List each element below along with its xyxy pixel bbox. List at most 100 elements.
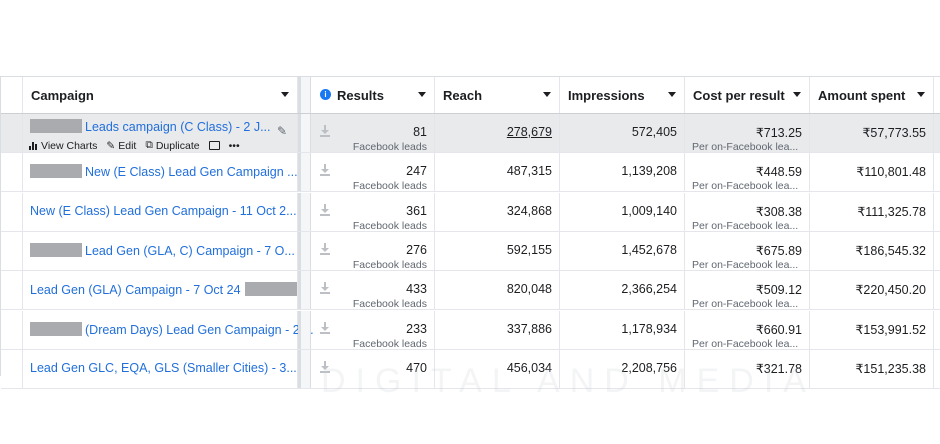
reach-cell: 456,034 (435, 349, 560, 388)
download-icon[interactable] (320, 321, 330, 334)
table-row[interactable]: Lead Gen (GLA) Campaign - 7 Oct 24 433 F… (1, 271, 940, 311)
cost-value: ₹308.38 (755, 204, 802, 219)
info-icon[interactable]: i (320, 89, 331, 100)
campaign-cell: (Dream Days) Lead Gen Campaign - 2 ... (23, 310, 314, 349)
campaign-name-link[interactable]: (Dream Days) Lead Gen Campaign - 2 ... (30, 321, 314, 337)
download-icon[interactable] (320, 360, 330, 373)
row-checkbox-cell[interactable] (1, 271, 23, 310)
sort-caret-icon[interactable] (793, 92, 801, 97)
amount-value: ₹220,450.20 (855, 283, 926, 298)
column-resize-divider[interactable] (298, 310, 311, 349)
pencil-icon[interactable]: ✎ (276, 124, 287, 138)
table-row[interactable]: (Dream Days) Lead Gen Campaign - 2 ... 2… (1, 310, 940, 350)
results-cell: 276 Facebook leads (311, 231, 435, 271)
header-results[interactable]: i Results (311, 77, 435, 113)
row-checkbox-cell[interactable] (1, 114, 23, 152)
header-amount-spent[interactable]: Amount spent (810, 77, 934, 113)
sort-caret-icon[interactable] (917, 92, 925, 97)
download-icon[interactable] (320, 125, 330, 137)
amount-cell: ₹153,991.52 (810, 310, 934, 349)
more-options-button[interactable]: ••• (228, 139, 240, 152)
campaign-name-link[interactable]: Lead Gen (GLA, C) Campaign - 7 O... (30, 242, 295, 258)
impressions-value: 1,139,208 (621, 164, 677, 179)
impressions-value: 2,366,254 (621, 282, 677, 297)
column-resize-divider[interactable] (298, 114, 311, 152)
results-value: 361 (406, 203, 427, 218)
header-impressions[interactable]: Impressions (560, 77, 685, 113)
download-icon[interactable] (320, 282, 330, 295)
header-cost-label: Cost per result (693, 88, 785, 103)
redacted-block (30, 119, 82, 133)
table-row[interactable]: New (E Class) Lead Gen Campaign ... 247 … (1, 153, 940, 193)
amount-value: ₹110,801.48 (856, 165, 926, 180)
column-resize-divider[interactable] (298, 192, 311, 231)
duplicate-button[interactable]: ⧉ Duplicate (145, 139, 199, 152)
cost-cell: ₹660.91 Per on-Facebook lea... (685, 310, 810, 350)
bar-chart-icon (29, 141, 38, 150)
results-type: Facebook leads (352, 337, 427, 350)
campaign-name-link[interactable]: New (E Class) Lead Gen Campaign ... (30, 164, 298, 179)
row-end (934, 193, 940, 231)
sort-caret-icon[interactable] (281, 92, 289, 97)
sort-caret-icon[interactable] (668, 92, 676, 97)
campaign-cell: New (E Class) Lead Gen Campaign ... (23, 153, 298, 192)
row-checkbox-cell[interactable] (1, 153, 23, 192)
results-cell: 470 (311, 349, 435, 388)
download-icon[interactable] (320, 203, 330, 216)
pencil-icon: ✎ (106, 139, 116, 152)
row-checkbox-cell[interactable] (1, 310, 23, 349)
results-type: Facebook leads (352, 298, 427, 311)
header-campaign-label: Campaign (31, 88, 94, 103)
image-preview-button[interactable] (208, 139, 220, 152)
results-value: 247 (406, 164, 427, 179)
sort-caret-icon[interactable] (543, 92, 551, 97)
view-charts-button[interactable]: View Charts (29, 139, 97, 152)
amount-cell: ₹57,773.55 (810, 114, 934, 152)
campaign-name-text: New (E Class) Lead Gen Campaign ... (85, 165, 298, 180)
campaign-name-text: Lead Gen (GLA) Campaign - 7 Oct 24 (30, 283, 241, 298)
table-row[interactable]: Lead Gen GLC, EQA, GLS (Smaller Cities) … (1, 349, 940, 389)
results-cell: 247 Facebook leads (311, 153, 435, 192)
campaign-name-link[interactable]: Lead Gen GLC, EQA, GLS (Smaller Cities) … (30, 361, 297, 375)
reach-value: 337,886 (506, 321, 552, 336)
campaign-name-link[interactable]: Leads campaign (C Class) - 2 J... (30, 119, 271, 134)
reach-cell: 487,315 (435, 153, 560, 192)
cost-value: ₹509.12 (755, 283, 802, 298)
download-icon[interactable] (320, 164, 330, 177)
row-checkbox-cell[interactable] (1, 349, 23, 388)
sort-caret-icon[interactable] (418, 92, 426, 97)
column-resize-divider[interactable] (298, 77, 311, 113)
download-icon[interactable] (320, 242, 330, 255)
column-resize-divider[interactable] (298, 231, 311, 270)
campaign-name-text: Lead Gen (GLA, C) Campaign - 7 O... (85, 243, 295, 258)
table-row[interactable]: Leads campaign (C Class) - 2 J... ✎ View… (1, 114, 940, 153)
row-checkbox-cell[interactable] (1, 192, 23, 231)
table-row[interactable]: Lead Gen (GLA, C) Campaign - 7 O... 276 … (1, 231, 940, 271)
header-reach[interactable]: Reach (435, 77, 560, 113)
header-cost-per-result[interactable]: Cost per result (685, 77, 810, 113)
row-checkbox-cell[interactable] (1, 231, 23, 270)
results-value: 276 (406, 242, 427, 257)
header-reach-label: Reach (443, 88, 483, 103)
campaign-name-link[interactable]: Lead Gen (GLA) Campaign - 7 Oct 24 (30, 282, 297, 297)
reach-value: 456,034 (506, 360, 552, 375)
results-value: 81 (413, 125, 427, 139)
cost-cell: ₹509.12 Per on-Facebook lea... (685, 271, 810, 310)
row-end (934, 153, 940, 191)
cost-type: Per on-Facebook lea... (692, 219, 799, 232)
edit-label: Edit (118, 139, 137, 152)
impressions-cell: 2,366,254 (560, 271, 685, 310)
edit-button[interactable]: ✎ Edit (106, 139, 136, 152)
column-resize-divider[interactable] (298, 349, 311, 388)
column-resize-divider[interactable] (298, 153, 311, 192)
impressions-cell: 1,009,140 (560, 192, 685, 231)
column-resize-divider[interactable] (298, 271, 311, 310)
impressions-value: 1,452,678 (621, 242, 677, 257)
header-campaign[interactable]: Campaign (23, 77, 298, 113)
reach-cell: 592,155 (435, 231, 560, 270)
table-row[interactable]: New (E Class) Lead Gen Campaign - 11 Oct… (1, 192, 940, 232)
campaign-name-link[interactable]: New (E Class) Lead Gen Campaign - 11 Oct… (30, 204, 297, 218)
cost-value: ₹321.78 (755, 361, 802, 376)
reach-value[interactable]: 278,679 (506, 125, 552, 139)
amount-cell: ₹110,801.48 (810, 153, 934, 192)
